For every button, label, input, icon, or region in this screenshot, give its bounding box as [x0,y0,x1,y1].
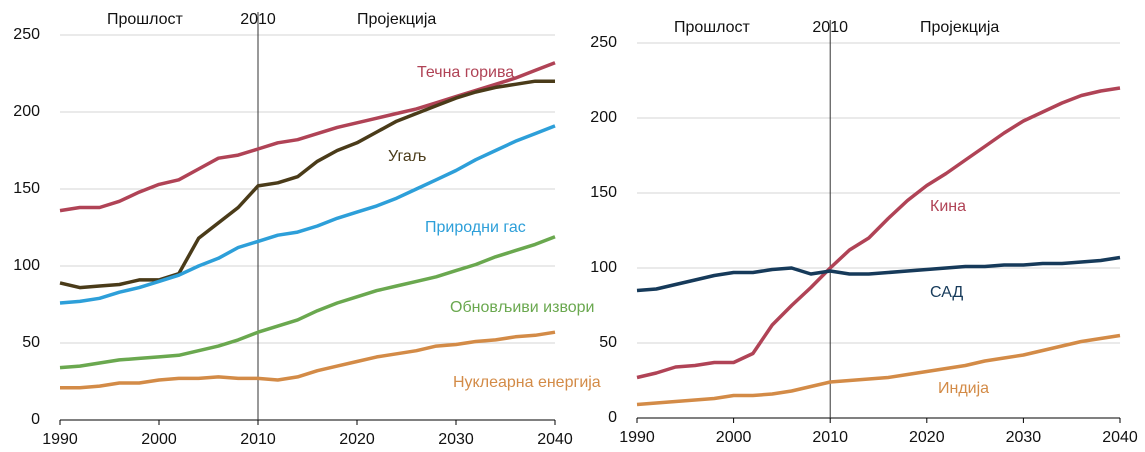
x-tick-label: 2010 [240,431,276,448]
y-tick-label: 100 [13,257,40,274]
x-tick-label: 2020 [909,429,945,446]
x-tick-label: 2040 [537,431,573,448]
y-tick-label: 0 [608,409,617,426]
x-tick-label: 2030 [438,431,474,448]
x-tick-label: 1990 [42,431,78,448]
series-line [59,79,555,290]
x-tick-label: 2000 [141,431,177,448]
projection-label: Пројекција [357,11,436,28]
y-tick-label: 50 [599,334,617,351]
series-line [636,255,1121,293]
past-label: Прошлост [107,11,184,28]
y-tick-label: 200 [590,109,617,126]
series-label: Нуклеарна енергија [453,374,601,391]
series-label: САД [930,284,963,301]
series-line [59,124,556,305]
x-tick-label: 2020 [339,431,375,448]
y-tick-label: 100 [590,259,617,276]
y-tick-label: 250 [13,26,40,43]
series-line [59,61,556,213]
y-tick-label: 150 [13,180,40,197]
series-line [59,235,556,370]
series-label: Природни гас [425,219,526,236]
x-tick-label: 1990 [619,429,655,446]
y-tick-label: 200 [13,103,40,120]
series-label: Индија [938,380,989,397]
series-label: Обновљиви извори [450,299,595,316]
series-line [636,333,1121,407]
y-tick-label: 150 [590,184,617,201]
divider-label: 2010 [240,11,276,28]
y-tick-label: 250 [590,34,617,51]
y-tick-label: 0 [31,411,40,428]
series-label: Угаљ [388,148,426,165]
past-label: Прошлост [674,19,751,36]
series-label: Кина [930,198,966,215]
x-tick-label: 2010 [812,429,848,446]
y-tick-label: 50 [22,334,40,351]
series-line [636,86,1121,380]
x-tick-label: 2040 [1102,429,1138,446]
series-line [60,330,556,390]
divider-label: 2010 [812,19,848,36]
x-tick-label: 2030 [1006,429,1042,446]
series-label: Течна горива [417,64,514,81]
x-tick-label: 2000 [716,429,752,446]
projection-label: Пројекција [920,19,999,36]
